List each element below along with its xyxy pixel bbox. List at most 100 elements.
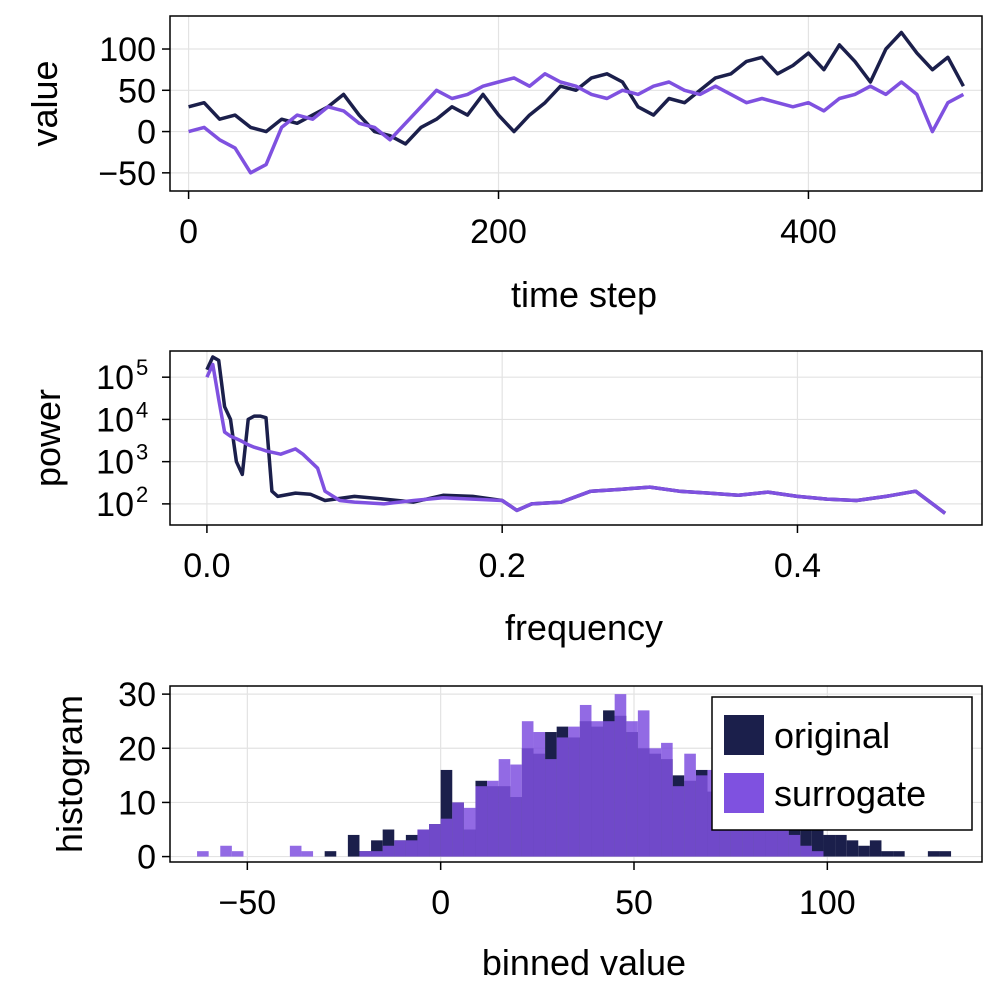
histogram-bar [579, 704, 592, 857]
histogram-bar [753, 813, 766, 857]
histogram-bar [498, 759, 511, 857]
histogram-bar [765, 818, 778, 857]
y-tick-label: 10 [118, 784, 156, 822]
x-tick-label: 100 [799, 884, 856, 922]
histogram-bar [487, 780, 499, 857]
histogram-bar [811, 829, 824, 857]
histogram-bar [939, 851, 952, 857]
y-tick-label: 10 [96, 359, 134, 397]
y-tick-label: 10 [96, 486, 134, 524]
histogram-bar [788, 834, 801, 857]
histogram-bar [927, 851, 940, 857]
y-tick-label: −50 [98, 155, 156, 193]
histogram-bar [220, 845, 232, 857]
histogram-bar [417, 829, 430, 857]
histogram-bar [197, 851, 209, 857]
legend-label-surrogate: surrogate [774, 773, 926, 814]
y-tick-label: 20 [118, 730, 156, 768]
histogram-bar [545, 759, 557, 857]
histogram-bar [510, 764, 522, 857]
legend-swatch-surrogate [724, 773, 764, 813]
histogram-bar [568, 726, 580, 857]
y-tick-label: 10 [96, 444, 134, 482]
x-tick-label: 0 [179, 213, 198, 251]
y-axis-label: power [27, 389, 68, 487]
y-tick-label: 0 [137, 839, 156, 877]
histogram-bar [811, 851, 824, 857]
histogram-bar [614, 694, 627, 857]
y-tick-exponent: 3 [136, 440, 148, 465]
histogram-bar [695, 775, 708, 857]
histogram-bar [440, 818, 453, 857]
histogram-bar [846, 840, 859, 857]
plot-frame [169, 15, 983, 192]
series-line-original [205, 355, 947, 515]
histogram-bar [440, 769, 453, 857]
histogram-bar [371, 840, 383, 857]
histogram-bar [742, 807, 754, 857]
panel-3: −50 0 50 100 0 10 20 30 binned value histogram ori… [49, 676, 983, 983]
x-tick-label: 0 [431, 884, 450, 922]
histogram-bar [556, 737, 569, 857]
histogram-bar [823, 834, 836, 857]
y-axis-label: value [24, 60, 65, 146]
y-tick-base: 10 [96, 486, 134, 524]
y-tick-base: 10 [96, 401, 134, 439]
histogram-bar [289, 845, 302, 857]
series-line-surrogate [205, 362, 947, 515]
y-tick-exponent: 5 [136, 355, 148, 380]
x-tick-label: 0.2 [479, 547, 526, 585]
histogram-bar [533, 732, 546, 857]
histogram-bar [637, 710, 650, 857]
y-axis-label: histogram [49, 695, 90, 853]
y-tick-label: 0 [137, 114, 156, 152]
x-tick-label: 0.4 [774, 547, 821, 585]
histogram-bar [521, 721, 534, 857]
y-tick-label: 100 [99, 31, 156, 69]
histogram-bar [893, 851, 905, 857]
x-axis-label: frequency [505, 607, 663, 648]
x-tick-label: 0.0 [183, 547, 230, 585]
histogram-bar [672, 786, 685, 857]
histogram-bar [359, 851, 372, 857]
x-axis-label: time step [511, 274, 657, 315]
y-tick-base: 10 [96, 359, 134, 397]
y-tick-exponent: 4 [136, 397, 148, 422]
histogram-bar [429, 824, 441, 857]
plot-area [188, 30, 965, 175]
histogram-bar [463, 807, 476, 857]
histogram-bar [371, 851, 383, 857]
histogram-bar [452, 802, 464, 857]
y-tick-base: 10 [96, 444, 134, 482]
series-line-surrogate [188, 72, 965, 175]
histogram-bar [626, 721, 638, 857]
plot-area [205, 355, 947, 515]
legend: original surrogate [711, 696, 973, 831]
x-tick-label: 400 [780, 213, 837, 251]
plot-frame [169, 350, 983, 526]
histogram-bar [301, 851, 314, 857]
histogram-bar [835, 834, 847, 857]
y-tick-label: 50 [118, 72, 156, 110]
y-tick-label: 10 [96, 401, 134, 439]
y-tick-exponent: 2 [136, 482, 148, 507]
histogram-bar [591, 721, 604, 857]
histogram-bar [382, 829, 395, 857]
x-tick-label: 200 [470, 213, 527, 251]
histogram-bar [777, 824, 789, 857]
histogram-bar [800, 845, 812, 857]
y-tick-label: 30 [118, 676, 156, 714]
histogram-bar [684, 753, 696, 857]
series-line-original [188, 30, 965, 146]
histogram-bar [475, 786, 488, 857]
histogram-bar [661, 742, 673, 857]
x-tick-label: −50 [218, 884, 276, 922]
plot-frame [169, 685, 983, 863]
legend-label-original: original [774, 715, 890, 756]
histogram-bar [603, 721, 615, 857]
histogram-bar [231, 851, 244, 857]
x-axis-label: binned value [482, 942, 686, 983]
